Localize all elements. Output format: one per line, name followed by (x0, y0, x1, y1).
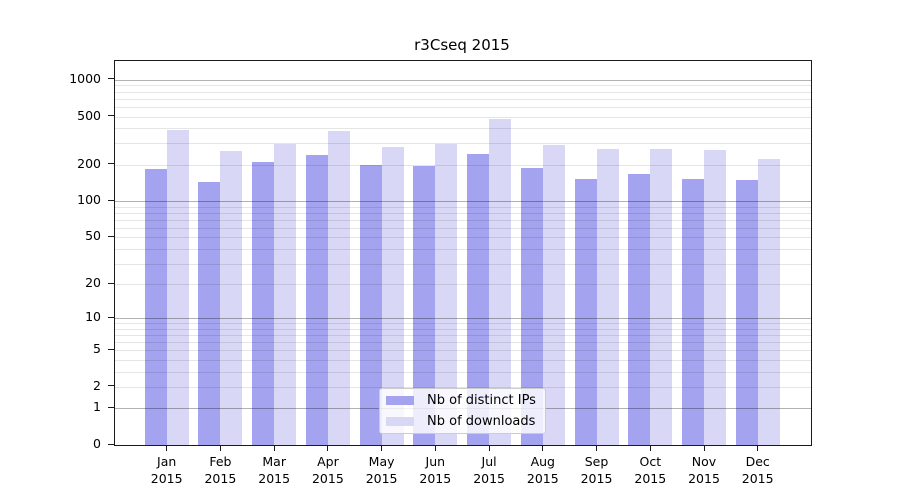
legend-label-distinct-ips: Nb of distinct IPs (427, 392, 536, 408)
x-tick-label-apr: Apr 2015 (311, 454, 344, 486)
bar-nb-of-distinct-ips-nov (682, 179, 704, 445)
bar-nb-of-downloads-nov (704, 149, 726, 445)
bar-nb-of-downloads-sep (596, 148, 619, 445)
y-tick-20 (108, 282, 114, 284)
y-tick-100 (108, 199, 114, 201)
legend-swatch-downloads (386, 417, 414, 426)
y-tick-label-100: 100 (77, 192, 101, 208)
bar-nb-of-downloads-dec (757, 158, 780, 445)
bar-nb-of-distinct-ips-may (359, 165, 382, 445)
y-tick-10 (108, 316, 114, 318)
y-tick-label-20: 20 (85, 275, 101, 291)
x-tick-jan (166, 445, 168, 451)
y-tick-500 (108, 115, 114, 116)
x-tick-label-dec: Dec 2015 (741, 454, 774, 486)
x-tick-aug (542, 445, 544, 451)
y-tick-5 (108, 348, 114, 350)
x-tick-label-may: May 2015 (365, 454, 398, 486)
x-tick-dec (757, 445, 759, 451)
x-tick-sep (596, 445, 597, 451)
y-tick-label-200: 200 (77, 155, 101, 171)
legend-label-downloads: Nb of downloads (427, 413, 536, 429)
bar-nb-of-distinct-ips-oct (628, 173, 651, 445)
legend-item-downloads: Nb of downloads (386, 413, 539, 431)
y-tick-label-50: 50 (85, 228, 101, 244)
bar-nb-of-distinct-ips-jun (413, 166, 436, 445)
x-tick-label-aug: Aug 2015 (526, 454, 559, 486)
y-tick-label-10: 10 (85, 309, 101, 325)
x-tick-label-feb: Feb 2015 (204, 454, 237, 486)
y-tick-200 (108, 163, 114, 165)
x-tick-label-sep: Sep 2015 (580, 454, 613, 486)
y-tick-label-0: 0 (93, 436, 101, 451)
bar-nb-of-downloads-apr (327, 131, 350, 445)
bar-nb-of-distinct-ips-feb (198, 182, 221, 445)
y-tick-label-5: 5 (93, 341, 101, 357)
bar-nb-of-distinct-ips-sep (574, 179, 597, 445)
y-tick-label-500: 500 (77, 107, 101, 123)
x-tick-nov (703, 445, 705, 451)
bar-nb-of-downloads-feb (220, 150, 243, 445)
bar-nb-of-distinct-ips-dec (735, 180, 758, 445)
chart-title: r3Cseq 2015 (414, 36, 510, 54)
x-tick-oct (649, 445, 651, 451)
legend: Nb of distinct IPs Nb of downloads (379, 388, 546, 434)
plot-area: Nb of distinct IPs Nb of downloads (114, 60, 812, 446)
bar-nb-of-distinct-ips-mar (252, 162, 275, 445)
x-tick-jun (434, 445, 436, 451)
x-tick-label-jan: Jan 2015 (150, 454, 183, 486)
x-tick-label-oct: Oct 2015 (634, 454, 667, 486)
x-tick-may (381, 445, 383, 451)
bar-nb-of-downloads-aug (542, 145, 565, 445)
x-tick-apr (327, 445, 329, 451)
bar-nb-of-downloads-may (381, 146, 404, 445)
y-tick-label-2: 2 (93, 377, 101, 393)
y-tick-1000 (108, 78, 114, 80)
x-tick-label-jul: Jul 2015 (473, 454, 505, 486)
bar-nb-of-distinct-ips-jul (467, 153, 490, 445)
y-tick-label-1000: 1000 (69, 70, 101, 86)
y-tick-2 (108, 385, 114, 387)
x-tick-label-jun: Jun 2015 (419, 454, 452, 486)
legend-swatch-distinct-ips (386, 396, 414, 405)
x-tick-label-nov: Nov 2015 (688, 454, 720, 486)
y-tick-0 (108, 443, 114, 445)
bar-nb-of-downloads-jun (435, 143, 458, 445)
bar-nb-of-downloads-jul (489, 118, 512, 445)
bar-nb-of-downloads-mar (274, 143, 297, 445)
bar-nb-of-downloads-oct (650, 148, 673, 445)
x-tick-label-mar: Mar 2015 (258, 454, 291, 486)
y-tick-label-1: 1 (93, 399, 101, 415)
x-tick-jul (488, 445, 490, 451)
bar-nb-of-distinct-ips-apr (305, 155, 328, 445)
legend-item-distinct-ips: Nb of distinct IPs (386, 392, 539, 410)
y-tick-1 (108, 406, 114, 408)
x-tick-mar (273, 445, 275, 451)
bar-nb-of-downloads-jan (166, 129, 189, 445)
bars-layer (115, 61, 811, 445)
x-tick-feb (219, 445, 221, 451)
bar-nb-of-distinct-ips-jan (144, 169, 167, 445)
bar-nb-of-distinct-ips-aug (520, 168, 543, 445)
y-tick-50 (108, 235, 114, 237)
